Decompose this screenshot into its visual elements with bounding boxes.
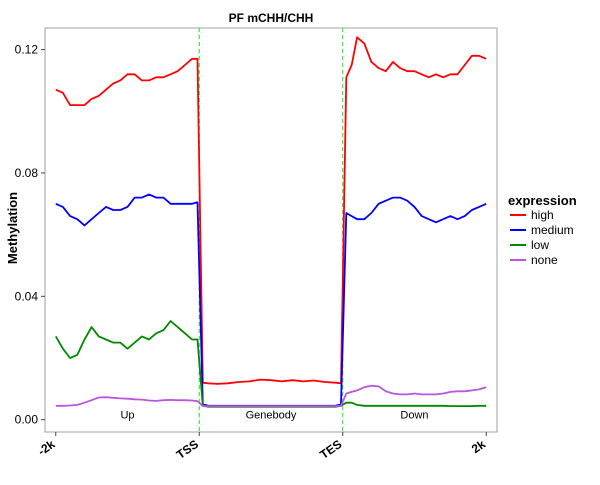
series-line-none [55, 384, 487, 408]
y-tick-label-0: 0.00 [15, 413, 39, 427]
legend-label-high: high [531, 208, 554, 222]
chart-title: PF mCHH/CHH [229, 11, 314, 25]
plot-area: Up Genebody Down [44, 27, 498, 433]
series-line-high [55, 36, 487, 385]
y-tick-label-3: 0.12 [15, 43, 39, 57]
region-labels: Up Genebody Down [120, 410, 428, 422]
legend-label-low: low [531, 238, 549, 252]
plot-panel-border [44, 27, 498, 433]
region-label-down: Down [400, 410, 428, 422]
y-tick-label-1: 0.04 [15, 289, 39, 303]
legend-title: expression [508, 193, 577, 208]
y-tick-label-2: 0.08 [15, 166, 39, 180]
y-axis: 0.00 0.04 0.08 0.12 [15, 43, 45, 427]
legend-label-none: none [531, 253, 558, 267]
region-label-genebody: Genebody [246, 410, 297, 422]
region-label-up: Up [120, 410, 134, 422]
legend-label-medium: medium [531, 223, 574, 237]
series-lines [55, 36, 487, 408]
y-axis-label: Methylation [5, 192, 20, 264]
